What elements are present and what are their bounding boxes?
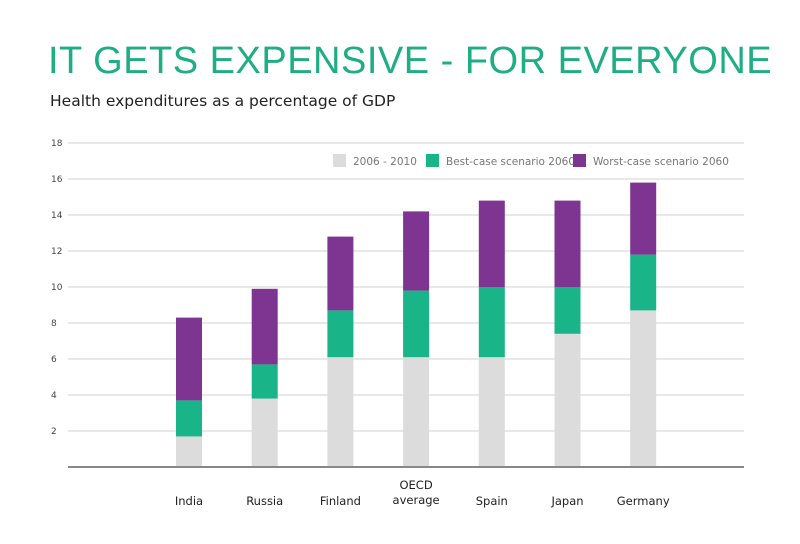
bar-segment-base [630,310,657,467]
x-tick-label: Finland [320,494,361,508]
y-tick-label: 12 [51,247,62,257]
bar-segment-base [403,357,430,467]
legend-swatch [573,154,586,167]
y-axis-ticks: 2 4 6 8 10 12 14 16 18 [51,139,63,437]
x-tick-label: Spain [476,494,508,508]
bar-segment-best [176,400,202,437]
chart-title: IT GETS EXPENSIVE - FOR EVERYONE [48,40,773,82]
x-tick-label: India [175,494,203,508]
bar-segment-base [478,357,505,467]
bar-segment-worst [251,288,278,365]
bar-segment-best [478,287,505,358]
x-tick-label: Russia [246,494,283,508]
bar-segment-base [251,398,278,467]
y-tick-label: 14 [51,211,63,221]
bar-segment-best [251,364,278,399]
bar-segment-best [630,254,657,311]
bar-segment-best [403,290,430,358]
bar-segment-base [176,436,202,467]
y-tick-label: 4 [51,391,57,401]
x-tick-label: Japan [550,494,583,508]
legend: 2006 - 2010 Best-case scenario 2060 Worst-… [333,154,729,168]
legend-swatch [426,154,439,167]
bar-segment-best [554,287,581,334]
y-tick-label: 16 [51,175,63,185]
bar-segment-worst [554,200,581,287]
bar-segment-worst [630,182,657,255]
bar-segment-worst [478,200,505,287]
y-tick-label: 18 [51,139,63,149]
legend-label: Worst-case scenario 2060 [593,156,729,168]
bar-segment-base [554,333,581,467]
bar-segment-best [327,310,354,358]
bar-segment-worst [327,236,354,311]
x-tick-label: Germany [617,494,670,508]
bar-segment-worst [403,211,430,291]
x-tick-label: average [393,493,440,507]
y-tick-label: 2 [51,427,57,437]
y-tick-label: 10 [51,283,63,293]
y-tick-label: 6 [51,355,57,365]
x-tick-label: OECD [399,478,432,492]
legend-label: Best-case scenario 2060 [446,156,575,168]
bar-segment-worst [176,317,202,401]
chart-subtitle: Health expenditures as a percentage of G… [50,92,396,110]
bars [176,182,657,467]
bar-segment-base [327,357,354,467]
legend-label: 2006 - 2010 [353,156,417,168]
y-tick-label: 8 [51,319,57,329]
legend-swatch [333,154,346,167]
